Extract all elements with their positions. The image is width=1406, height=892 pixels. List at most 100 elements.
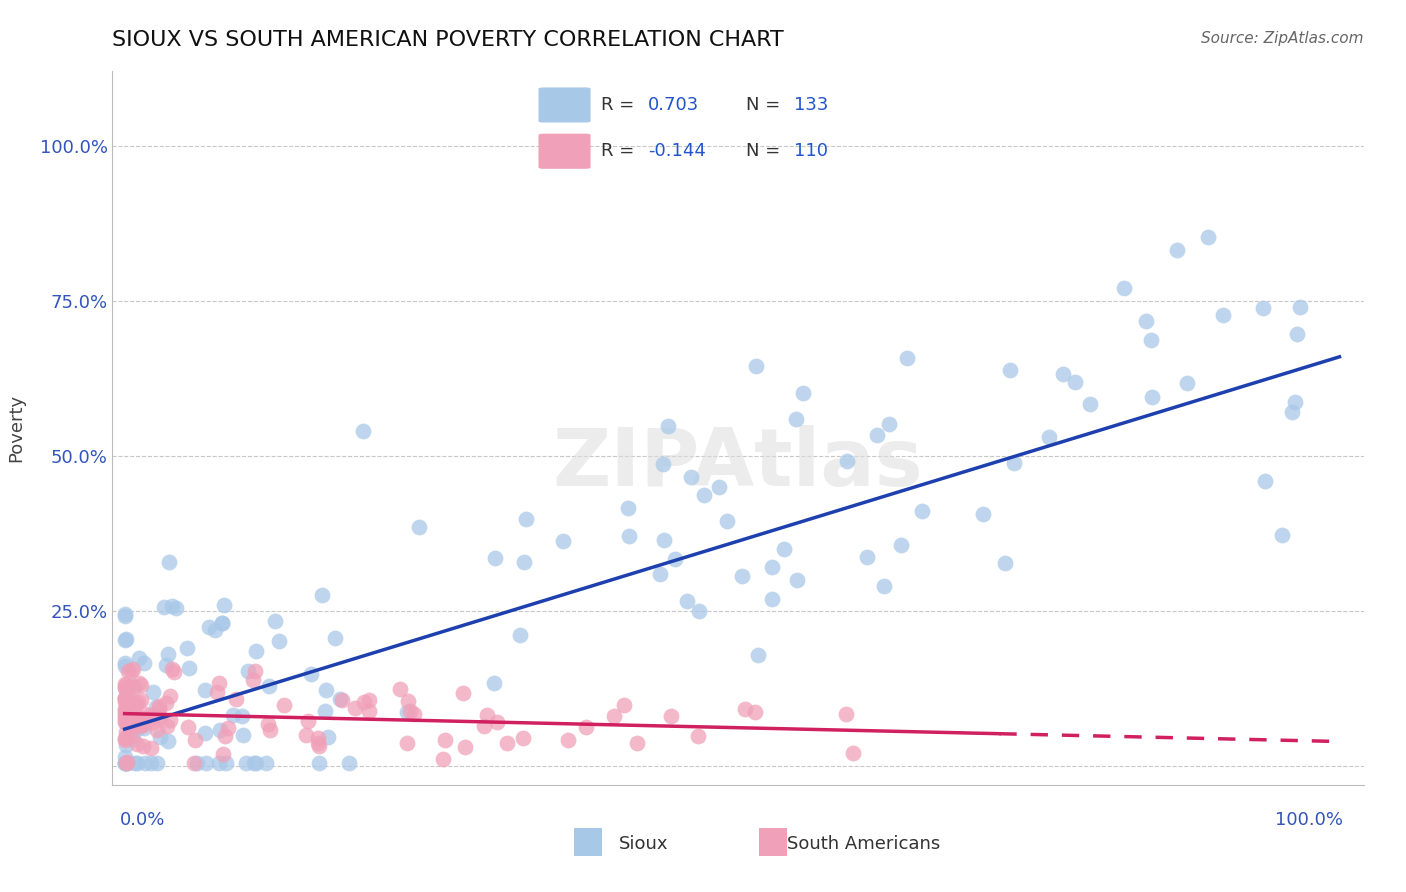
Point	[651, 457, 673, 471]
Text: Sioux: Sioux	[619, 835, 668, 853]
Point	[114, 705, 136, 719]
Point	[1002, 456, 1025, 470]
Point	[314, 705, 336, 719]
Point	[225, 692, 247, 706]
Point	[142, 685, 165, 699]
Point	[1212, 308, 1234, 322]
Point	[1284, 394, 1306, 409]
Point	[835, 706, 858, 721]
Point	[1281, 405, 1303, 419]
Point	[120, 720, 142, 734]
Point	[1114, 280, 1136, 294]
Point	[155, 696, 177, 710]
Point	[308, 739, 330, 753]
Point	[998, 363, 1021, 377]
Point	[1254, 474, 1277, 488]
Point	[337, 756, 360, 771]
Point	[557, 732, 579, 747]
Point	[330, 693, 353, 707]
Point	[194, 725, 217, 739]
Point	[114, 608, 136, 623]
Point	[132, 739, 155, 754]
Point	[785, 411, 807, 425]
Point	[357, 704, 380, 718]
Point	[1286, 327, 1309, 342]
Point	[1139, 334, 1161, 348]
Point	[432, 752, 454, 766]
Point	[212, 598, 235, 612]
Point	[654, 533, 676, 547]
Y-axis label: Poverty: Poverty	[7, 394, 25, 462]
Point	[177, 661, 200, 675]
Point	[222, 707, 245, 722]
Point	[688, 604, 710, 618]
Point	[747, 648, 769, 662]
Point	[259, 723, 281, 737]
Point	[114, 756, 136, 771]
Point	[232, 728, 254, 742]
Point	[157, 555, 180, 569]
Point	[114, 632, 136, 647]
Point	[890, 538, 912, 552]
Point	[745, 359, 768, 374]
Point	[209, 723, 232, 738]
Point	[245, 664, 267, 678]
Point	[129, 719, 152, 733]
Point	[353, 695, 375, 709]
Point	[176, 640, 198, 655]
Point	[396, 694, 419, 708]
Point	[149, 710, 172, 724]
Point	[707, 480, 730, 494]
Point	[114, 692, 136, 706]
Point	[211, 615, 233, 630]
Point	[509, 627, 531, 641]
Point	[263, 614, 285, 628]
Text: 100.0%: 100.0%	[1275, 811, 1343, 829]
Point	[1135, 314, 1157, 328]
Point	[149, 730, 172, 744]
Point	[184, 732, 207, 747]
Point	[1251, 301, 1274, 315]
Point	[308, 756, 330, 771]
Point	[160, 662, 183, 676]
Point	[744, 706, 766, 720]
Point	[1166, 243, 1188, 257]
Point	[125, 722, 148, 736]
Point	[148, 702, 170, 716]
Point	[484, 675, 506, 690]
Point	[115, 756, 138, 771]
Point	[896, 351, 918, 366]
Point	[125, 697, 148, 711]
Point	[159, 689, 181, 703]
Point	[1052, 368, 1074, 382]
Point	[134, 756, 156, 771]
Point	[294, 728, 316, 742]
Point	[396, 705, 419, 719]
Point	[114, 756, 136, 771]
Point	[139, 756, 162, 771]
Point	[359, 693, 381, 707]
Point	[115, 700, 138, 714]
Point	[115, 731, 138, 745]
Point	[477, 708, 499, 723]
Point	[128, 651, 150, 665]
Point	[120, 693, 142, 707]
Point	[688, 729, 710, 743]
Point	[129, 693, 152, 707]
Point	[127, 695, 149, 709]
Text: SIOUX VS SOUTH AMERICAN POVERTY CORRELATION CHART: SIOUX VS SOUTH AMERICAN POVERTY CORRELAT…	[112, 30, 785, 50]
Point	[512, 731, 534, 745]
Point	[215, 756, 238, 771]
Point	[648, 566, 671, 581]
Point	[115, 683, 138, 698]
Point	[114, 681, 136, 696]
Point	[761, 592, 783, 607]
Point	[245, 756, 267, 771]
Point	[434, 733, 457, 747]
Point	[994, 557, 1017, 571]
Point	[153, 599, 176, 614]
Point	[408, 520, 430, 534]
Point	[879, 417, 901, 431]
Point	[186, 756, 208, 771]
Point	[214, 729, 236, 743]
